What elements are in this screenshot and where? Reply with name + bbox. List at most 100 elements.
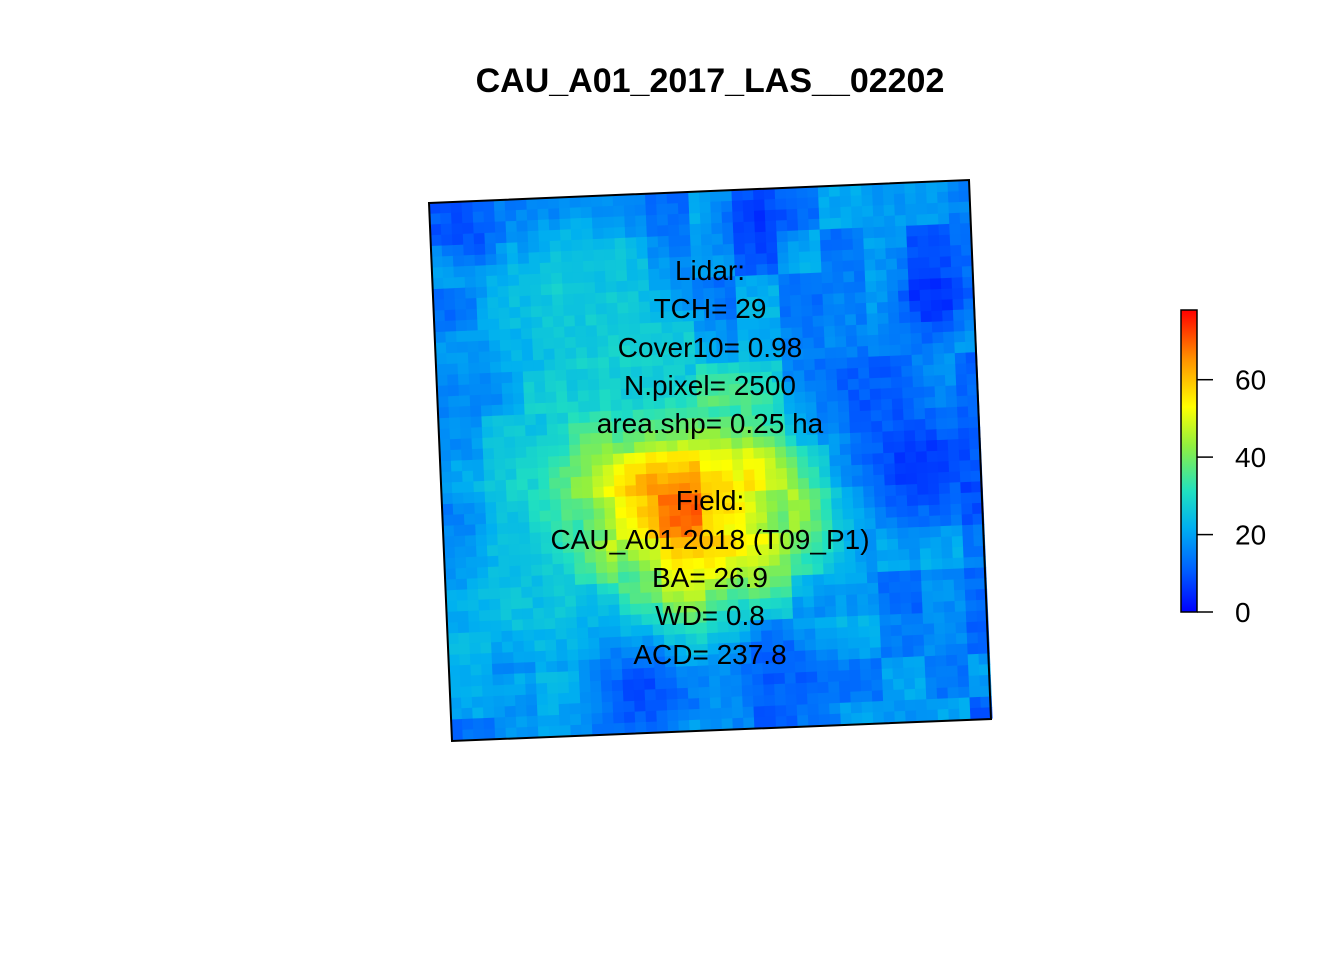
heatmap-cell xyxy=(574,562,587,575)
heatmap-cell xyxy=(838,659,850,672)
heatmap-cell xyxy=(446,600,458,613)
heatmap-cell xyxy=(642,376,654,389)
heatmap-cell xyxy=(700,234,713,246)
heatmap-cell xyxy=(837,648,850,661)
heatmap-cell xyxy=(794,661,807,674)
heatmap-cell xyxy=(878,345,891,357)
heatmap-cell xyxy=(481,674,494,687)
heatmap-cell xyxy=(502,393,514,406)
heatmap-cell xyxy=(872,711,885,724)
heatmap-cell xyxy=(519,295,532,308)
heatmap-cell xyxy=(968,675,981,688)
lidar-npixel-label: N.pixel= 2500 xyxy=(624,370,796,401)
heatmap-cell xyxy=(841,497,854,510)
heatmap-cell xyxy=(977,621,989,633)
heatmap-cell xyxy=(839,432,852,445)
heatmap-cell xyxy=(923,375,936,388)
heatmap-cell xyxy=(681,278,693,290)
heatmap-cell xyxy=(762,414,775,427)
heatmap-cell xyxy=(572,530,585,543)
heatmap-cell xyxy=(699,201,712,214)
field-plot-label: CAU_A01 2018 (T09_P1) xyxy=(550,524,869,555)
heatmap-cell xyxy=(804,391,817,404)
heatmap-cell xyxy=(813,337,826,349)
heatmap-cell xyxy=(635,473,648,486)
heatmap-cell xyxy=(673,353,686,366)
heatmap-cell xyxy=(585,583,598,596)
heatmap-cell xyxy=(473,728,486,741)
heatmap-cell xyxy=(942,310,955,322)
heatmap-cell xyxy=(927,472,940,485)
heatmap-cell xyxy=(600,410,613,423)
heatmap-cell xyxy=(567,412,580,425)
heatmap-cell xyxy=(678,720,691,732)
heatmap-cell xyxy=(529,532,542,545)
heatmap-cell xyxy=(734,264,747,277)
heatmap-cell xyxy=(707,384,720,397)
heatmap-cell xyxy=(963,309,976,321)
heatmap-cell xyxy=(449,417,461,430)
heatmap-cell xyxy=(784,672,797,685)
heatmap-cell xyxy=(821,530,834,543)
heatmap-cell xyxy=(463,513,476,526)
heatmap-cell xyxy=(731,200,744,213)
heatmap-cell xyxy=(707,395,720,408)
heatmap-cell xyxy=(807,197,820,210)
heatmap-cell xyxy=(569,207,582,220)
heatmap-cell xyxy=(701,255,714,268)
heatmap-cell xyxy=(871,420,884,433)
heatmap-cell xyxy=(903,667,916,680)
heatmap-cell xyxy=(615,259,628,272)
heatmap-cell xyxy=(686,655,699,667)
heatmap-cell xyxy=(786,219,799,232)
heatmap-cell xyxy=(532,607,545,620)
heatmap-cell xyxy=(776,241,789,254)
heatmap-cell xyxy=(779,295,792,308)
heatmap-cell xyxy=(829,713,842,726)
heatmap-cell xyxy=(472,470,485,482)
heatmap-cell xyxy=(949,482,962,495)
heatmap-cell xyxy=(764,199,777,211)
heatmap-cell xyxy=(777,252,790,265)
heatmap-cell xyxy=(830,487,843,500)
heatmap-cell xyxy=(628,323,641,336)
heatmap-cell xyxy=(899,581,912,594)
heatmap-cell xyxy=(606,313,619,326)
heatmap-cell xyxy=(638,301,651,314)
heatmap-cell xyxy=(957,417,970,429)
heatmap-cell xyxy=(569,713,582,726)
heatmap-cell xyxy=(474,502,487,515)
heatmap-cell xyxy=(729,653,742,666)
heatmap-cell xyxy=(688,708,701,721)
heatmap-cell xyxy=(748,339,761,352)
heatmap-cell xyxy=(855,572,868,585)
heatmap-cell xyxy=(742,189,755,202)
heatmap-cell xyxy=(877,560,889,573)
heatmap-cell xyxy=(491,404,504,417)
heatmap-cell xyxy=(455,578,468,591)
heatmap-cell xyxy=(444,320,457,333)
heatmap-cell xyxy=(787,489,800,501)
heatmap-cell xyxy=(864,507,876,520)
heatmap-cell xyxy=(972,502,984,515)
heatmap-cell xyxy=(958,686,971,699)
heatmap-cell xyxy=(747,566,760,579)
heatmap-cell xyxy=(592,227,605,240)
heatmap-cell xyxy=(948,212,961,225)
heatmap-cell xyxy=(755,490,767,503)
heatmap-cell xyxy=(742,447,755,460)
heatmap-cell xyxy=(627,301,640,314)
heatmap-cell xyxy=(825,358,838,370)
heatmap-cell xyxy=(525,435,538,448)
heatmap-cell xyxy=(780,327,793,340)
heatmap-cell xyxy=(799,272,812,285)
heatmap-cell xyxy=(503,673,516,686)
heatmap-cell xyxy=(649,300,662,313)
heatmap-cell xyxy=(500,361,513,373)
heatmap-cell xyxy=(584,292,597,305)
heatmap-cell xyxy=(817,681,830,694)
heatmap-cell xyxy=(601,701,614,714)
heatmap-cell xyxy=(656,451,668,464)
heatmap-cell xyxy=(451,718,463,731)
heatmap-cell xyxy=(601,443,614,455)
